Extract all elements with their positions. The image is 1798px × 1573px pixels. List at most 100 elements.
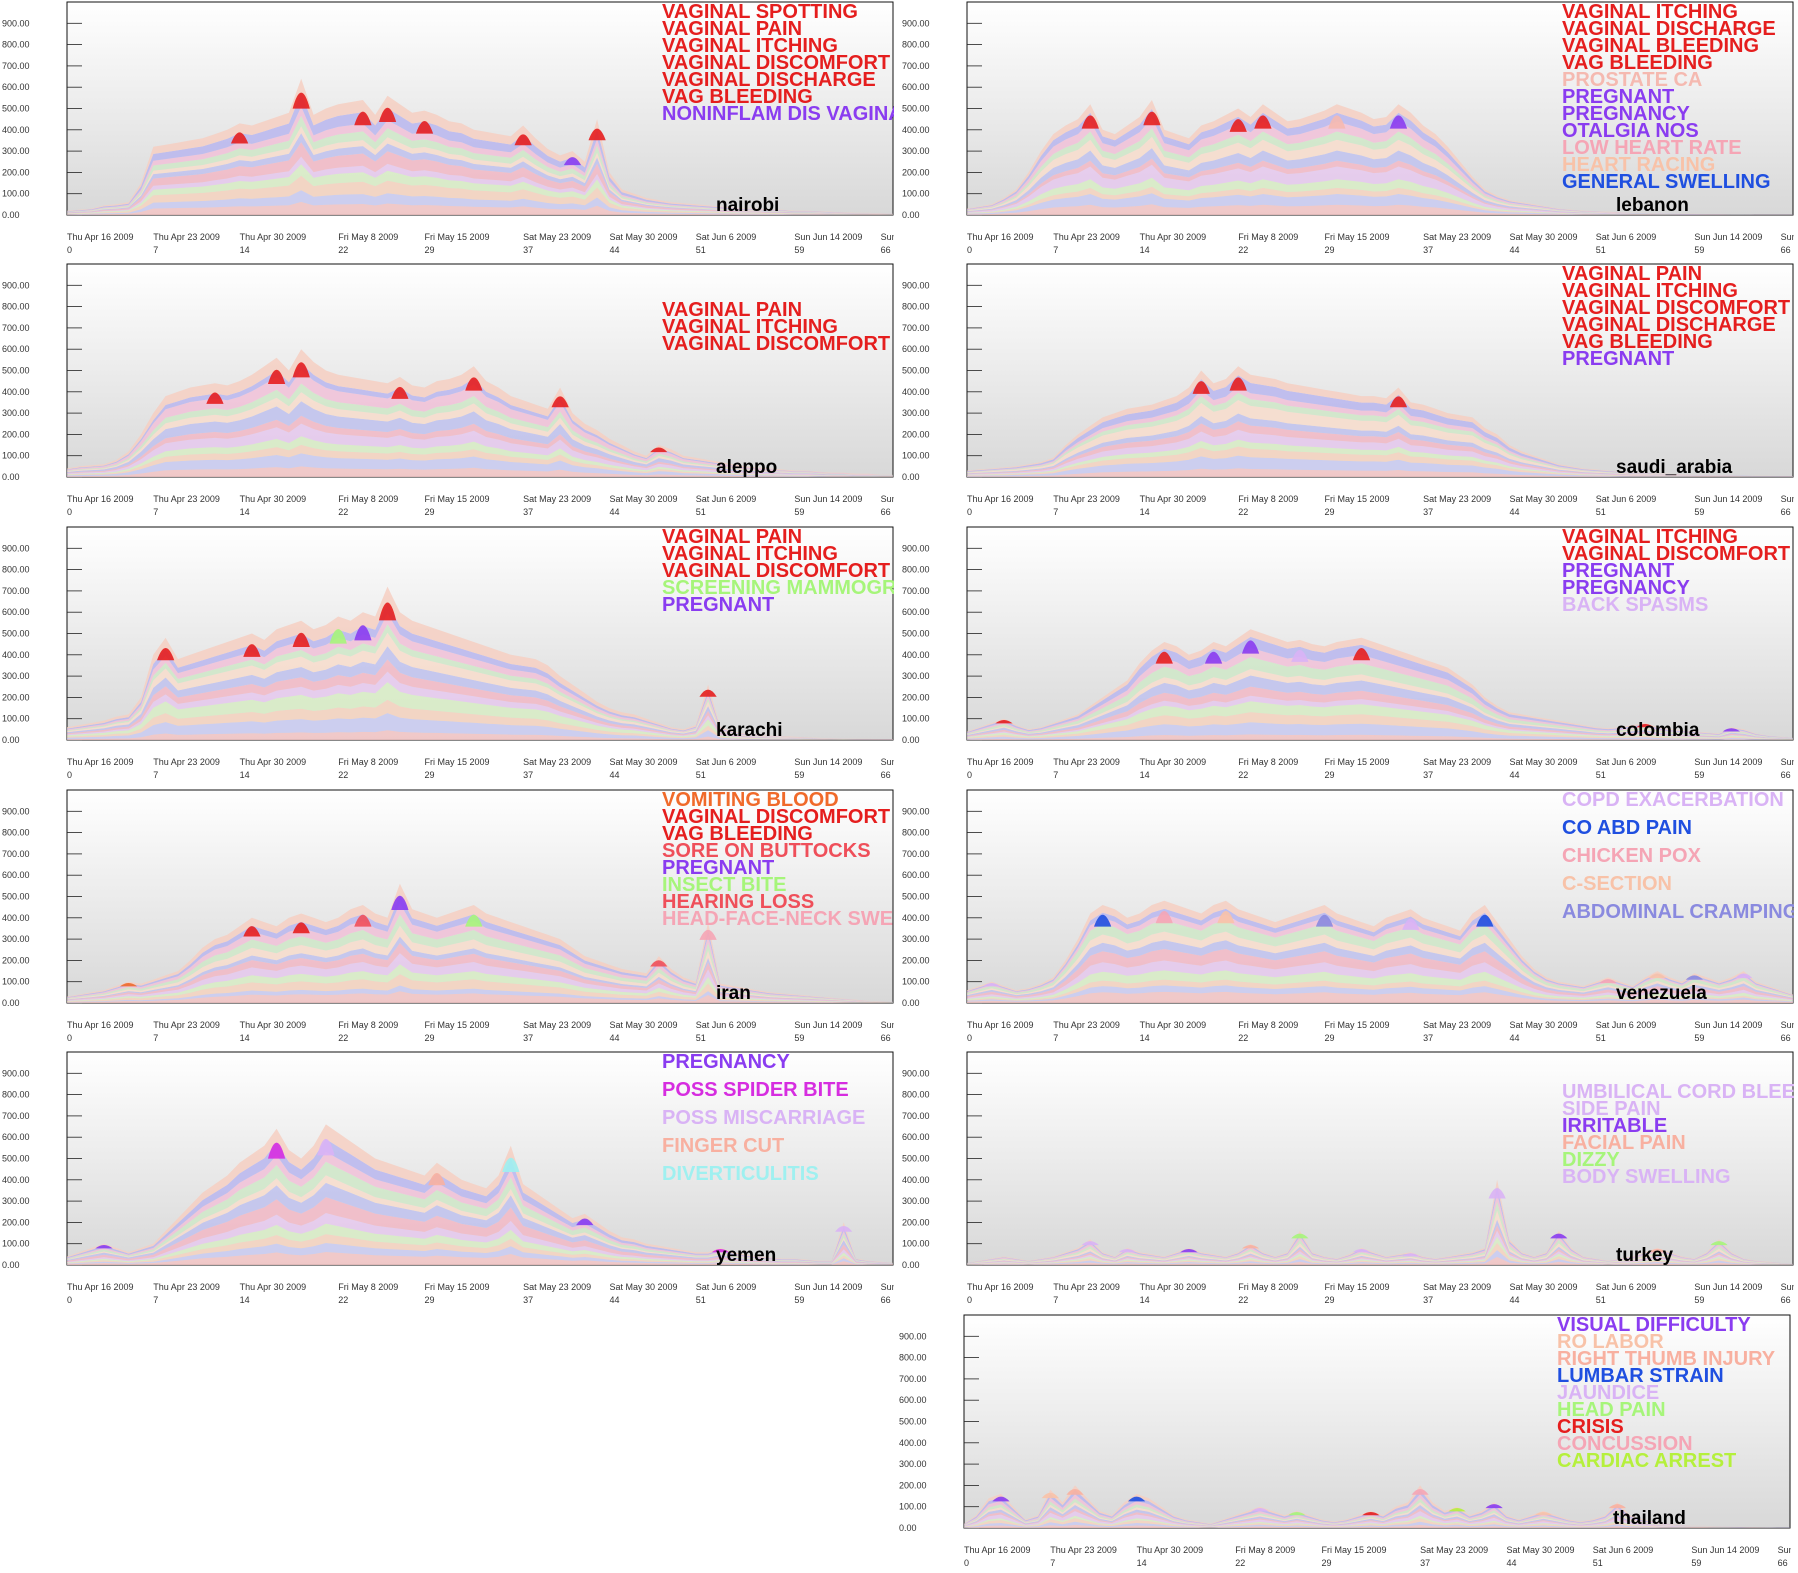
stream-layer: [967, 636, 1793, 739]
chart-panel-aleppo: 900.00 800.00 700.00 600.00 500.00 400.00 300.…: [0, 262, 894, 522]
stream-layer: [67, 1213, 893, 1265]
y-tick-label: 700.00: [2, 586, 30, 596]
highlight-peak: [1204, 651, 1223, 664]
x-tick-day: 14: [240, 770, 250, 780]
highlight-peak: [391, 386, 409, 399]
stream-layer: [67, 964, 893, 1003]
x-tick-day: 59: [1694, 507, 1704, 517]
x-tick-day: 14: [1140, 507, 1150, 517]
x-tick-date: Sat May 30 2009: [1509, 232, 1577, 242]
y-tick-label: 100.00: [902, 714, 930, 724]
highlight-peak: [650, 447, 668, 453]
x-tick-day: 66: [1778, 1558, 1788, 1568]
x-tick-day: 59: [1694, 1033, 1704, 1043]
x-tick-date: Sat Jun 6 2009: [696, 1282, 757, 1292]
stream-layer: [67, 985, 893, 1003]
stream-layer: [967, 970, 1793, 1001]
highlight-peak: [354, 914, 372, 927]
stream-layer: [967, 177, 1793, 215]
x-tick-date: Thu Apr 30 2009: [240, 757, 307, 767]
x-tick-day: 51: [1596, 507, 1606, 517]
y-tick-label: 900.00: [2, 543, 30, 553]
y-tick-label: 800.00: [2, 565, 30, 575]
x-tick-date: Sun Jun 21 2009: [1781, 757, 1794, 767]
stream-layer: [67, 1124, 893, 1264]
x-tick-date: Thu Apr 23 2009: [1053, 757, 1120, 767]
y-tick-label: 700.00: [2, 323, 30, 333]
x-tick-day: 51: [1596, 1295, 1606, 1305]
x-tick-date: Sun Jun 14 2009: [794, 1020, 862, 1030]
highlight-peak: [1402, 1253, 1420, 1257]
x-tick-day: 37: [523, 1033, 533, 1043]
x-tick-day: 59: [1694, 770, 1704, 780]
x-tick-date: Fri May 8 2009: [338, 232, 398, 242]
highlight-peak: [1143, 111, 1161, 126]
highlight-peak: [1180, 1249, 1198, 1253]
x-tick-day: 22: [1238, 245, 1248, 255]
y-tick-label: 400.00: [2, 650, 30, 660]
x-tick-day: 66: [881, 507, 891, 517]
y-tick-label: 200.00: [899, 1480, 927, 1490]
y-tick-label: 500.00: [2, 366, 30, 376]
x-tick-day: 14: [1137, 1558, 1147, 1568]
x-tick-date: Sat May 30 2009: [1509, 757, 1577, 767]
x-tick-date: Sat Jun 6 2009: [696, 757, 757, 767]
y-tick-label: 400.00: [2, 913, 30, 923]
y-tick-label: 800.00: [2, 302, 30, 312]
x-tick-day: 44: [1509, 507, 1519, 517]
y-tick-label: 100.00: [899, 1502, 927, 1512]
highlight-peak: [1254, 115, 1272, 129]
y-tick-label: 0.00: [2, 472, 20, 482]
x-tick-day: 66: [1781, 507, 1791, 517]
x-tick-day: 22: [1238, 507, 1248, 517]
y-tick-label: 600.00: [902, 1132, 930, 1142]
highlight-peak: [230, 132, 249, 144]
x-tick-date: Sat May 30 2009: [609, 757, 677, 767]
x-tick-date: Sat Jun 6 2009: [696, 1020, 757, 1030]
x-tick-day: 22: [338, 245, 348, 255]
x-tick-date: Fri May 15 2009: [1325, 757, 1390, 767]
y-tick-label: 0.00: [2, 735, 20, 745]
y-tick-label: 700.00: [899, 1374, 927, 1384]
y-tick-label: 800.00: [2, 828, 30, 838]
stream-layer: [967, 193, 1793, 215]
x-tick-date: Sat Jun 6 2009: [696, 494, 757, 504]
chart-panel-turkey: 900.00 800.00 700.00 600.00 500.00 400.00 300.…: [900, 1050, 1794, 1310]
x-tick-day: 51: [696, 1295, 706, 1305]
x-tick-date: Fri May 15 2009: [1322, 1545, 1387, 1555]
x-tick-day: 7: [1053, 507, 1058, 517]
x-tick-date: Fri May 8 2009: [1238, 1282, 1298, 1292]
y-tick-label: 200.00: [2, 167, 30, 177]
x-tick-date: Thu Apr 16 2009: [967, 494, 1034, 504]
x-tick-date: Fri May 8 2009: [1238, 494, 1298, 504]
x-tick-date: Sat May 23 2009: [523, 1020, 591, 1030]
y-tick-label: 700.00: [2, 61, 30, 71]
highlight-peak: [699, 689, 717, 697]
chart-svg-lebanon: 900.00800.00700.00600.00500.00400.00300.…: [902, 1, 1794, 255]
x-tick-date: Thu Apr 16 2009: [67, 1282, 134, 1292]
x-tick-day: 7: [1053, 770, 1058, 780]
highlight-peak: [354, 625, 372, 641]
chart-panel-venezuela: 900.00 800.00 700.00 600.00 500.00 400.00 300.…: [900, 788, 1794, 1048]
stream-layer: [967, 429, 1793, 477]
highlight-peak: [292, 632, 310, 647]
x-tick-date: Sat May 23 2009: [1423, 232, 1491, 242]
x-tick-date: Thu Apr 23 2009: [153, 1282, 220, 1292]
stream-layer: [967, 949, 1793, 1000]
chart-panel-lebanon: 900.00 800.00 700.00 600.00 500.00 400.00 300.…: [900, 0, 1794, 260]
x-tick-day: 51: [696, 507, 706, 517]
highlight-peak: [391, 895, 409, 910]
x-tick-day: 37: [523, 507, 533, 517]
y-tick-label: 300.00: [902, 1196, 930, 1206]
y-tick-label: 600.00: [902, 870, 930, 880]
highlight-peak: [354, 111, 372, 126]
x-tick-day: 44: [1509, 1295, 1519, 1305]
y-tick-label: 600.00: [899, 1395, 927, 1405]
highlight-peak: [1648, 1249, 1667, 1253]
x-tick-day: 66: [881, 770, 891, 780]
x-tick-day: 22: [1238, 1295, 1248, 1305]
chart-svg-venezuela: 900.00800.00700.00600.00500.00400.00300.…: [902, 789, 1794, 1043]
stream-layer: [67, 164, 893, 215]
x-tick-date: Sun Jun 14 2009: [794, 757, 862, 767]
y-tick-label: 700.00: [2, 849, 30, 859]
